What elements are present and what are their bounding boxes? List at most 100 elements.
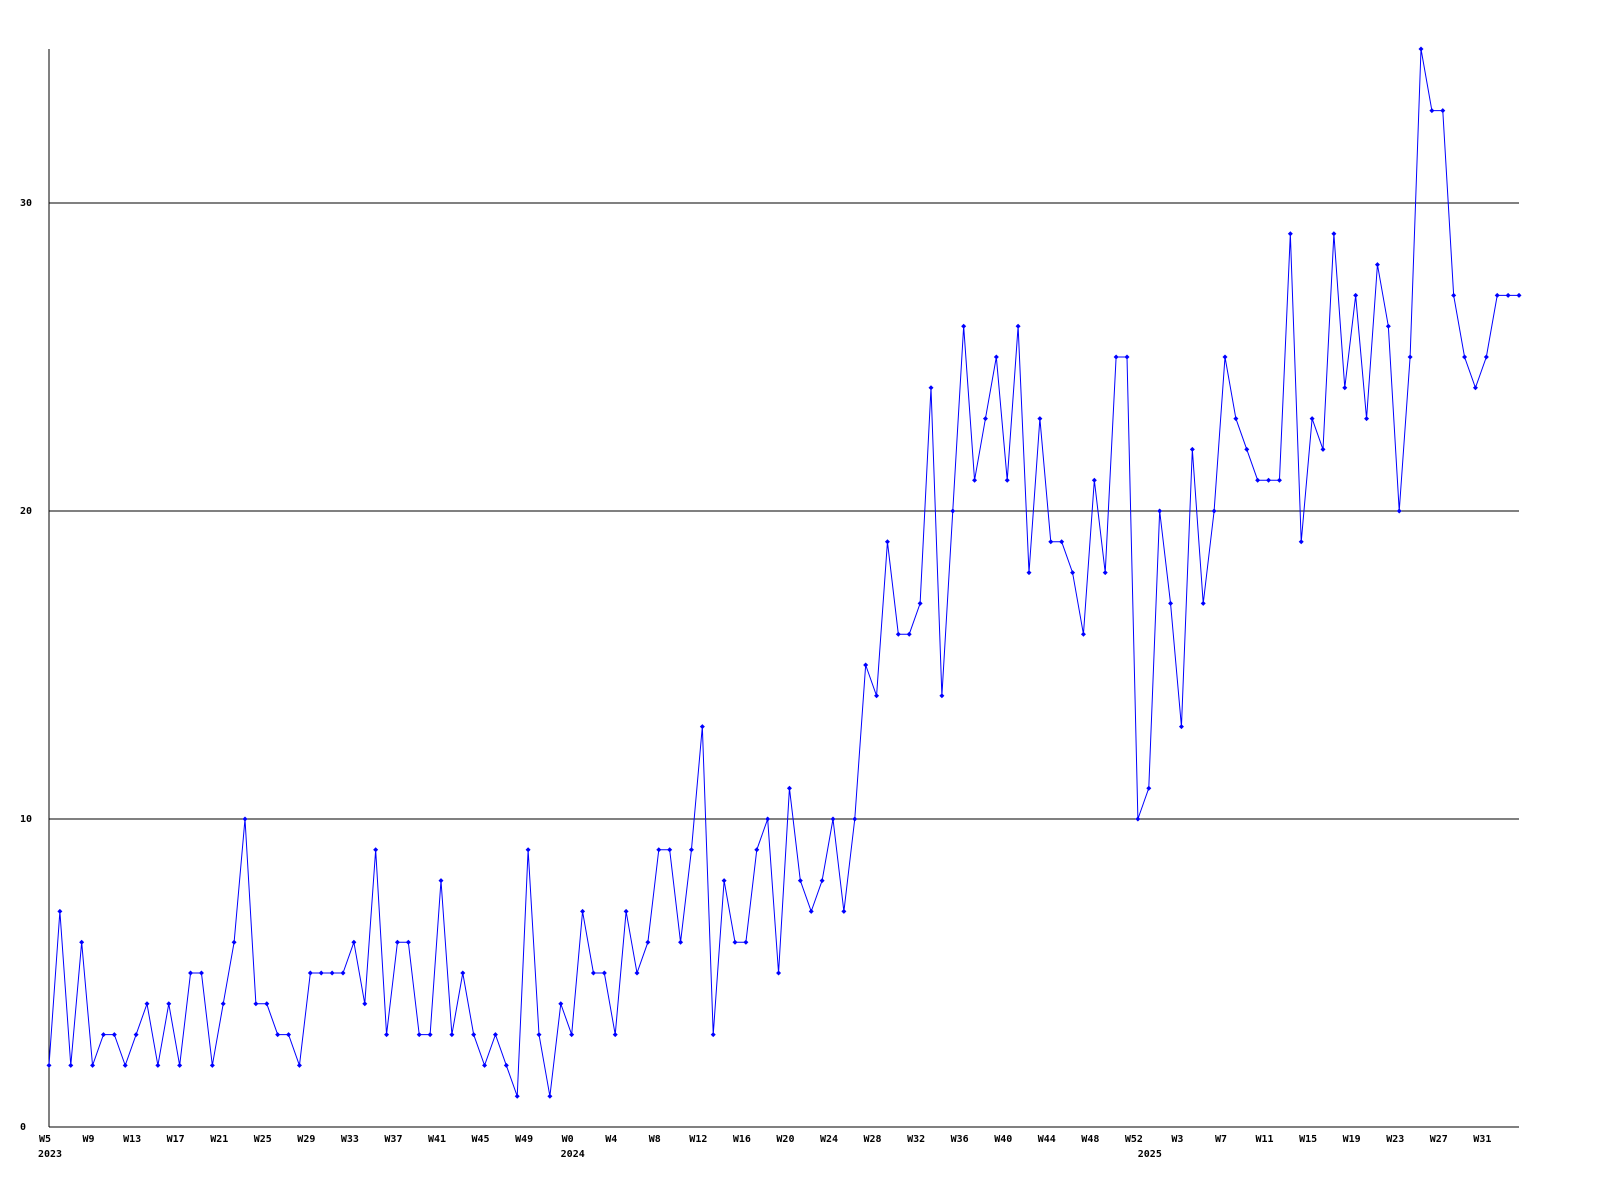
data-point <box>253 1001 259 1007</box>
data-point <box>1037 416 1043 422</box>
data-point <box>580 908 586 914</box>
data-point <box>819 878 825 884</box>
data-point <box>906 631 912 637</box>
data-point <box>111 1032 117 1038</box>
data-point <box>1494 292 1500 298</box>
x-tick-label: W12 <box>689 1134 707 1145</box>
x-tick-label: W0 <box>562 1134 574 1145</box>
data-point <box>623 908 629 914</box>
data-point <box>830 816 836 822</box>
data-point <box>1244 446 1250 452</box>
data-point <box>1178 724 1184 730</box>
data-point <box>1059 539 1065 545</box>
x-tick-label: W8 <box>649 1134 661 1145</box>
x-year-label: 2024 <box>561 1149 585 1160</box>
data-point <box>525 847 531 853</box>
data-point <box>536 1032 542 1038</box>
data-point <box>808 908 814 914</box>
data-point <box>166 1001 172 1007</box>
data-point <box>982 416 988 422</box>
data-point <box>1168 600 1174 606</box>
data-point <box>242 816 248 822</box>
data-point <box>1385 323 1391 329</box>
data-point <box>1374 262 1380 268</box>
x-tick-label: W4 <box>605 1134 617 1145</box>
data-point <box>471 1032 477 1038</box>
data-point <box>307 970 313 976</box>
data-point <box>1004 477 1010 483</box>
data-point <box>1364 416 1370 422</box>
x-tick-label: W28 <box>864 1134 882 1145</box>
data-point <box>1276 477 1282 483</box>
data-point <box>884 539 890 545</box>
data-point <box>1396 508 1402 514</box>
data-point <box>1342 385 1348 391</box>
x-tick-label: W21 <box>210 1134 228 1145</box>
data-point <box>1026 570 1032 576</box>
data-point <box>972 477 978 483</box>
x-tick-label: W23 <box>1386 1134 1404 1145</box>
x-tick-label: W13 <box>123 1134 141 1145</box>
data-point <box>895 631 901 637</box>
x-tick-label: W33 <box>341 1134 359 1145</box>
data-point <box>1516 292 1522 298</box>
data-point <box>492 1032 498 1038</box>
data-point <box>144 1001 150 1007</box>
data-point <box>514 1093 520 1099</box>
data-point <box>405 939 411 945</box>
y-tick-label: 30 <box>20 198 32 209</box>
x-tick-label: W44 <box>1038 1134 1056 1145</box>
data-point <box>1211 508 1217 514</box>
data-point <box>776 970 782 976</box>
data-point <box>547 1093 553 1099</box>
data-point <box>1222 354 1228 360</box>
data-point <box>1189 446 1195 452</box>
data-point <box>122 1062 128 1068</box>
data-point <box>1015 323 1021 329</box>
data-point <box>688 847 694 853</box>
x-tick-label: W31 <box>1473 1134 1491 1145</box>
data-point <box>1080 631 1086 637</box>
data-point <box>1146 785 1152 791</box>
x-tick-label: W16 <box>733 1134 751 1145</box>
x-tick-label: W17 <box>167 1134 185 1145</box>
data-point <box>394 939 400 945</box>
data-point <box>852 816 858 822</box>
data-point <box>329 970 335 976</box>
x-tick-label: W19 <box>1343 1134 1361 1145</box>
data-point <box>1102 570 1108 576</box>
x-tick-label: W15 <box>1299 1134 1317 1145</box>
data-point <box>57 908 63 914</box>
data-point <box>264 1001 270 1007</box>
data-point <box>950 508 956 514</box>
data-point <box>1440 108 1446 114</box>
data-point <box>416 1032 422 1038</box>
data-point <box>841 908 847 914</box>
data-point <box>351 939 357 945</box>
data-point <box>1462 354 1468 360</box>
data-point <box>209 1062 215 1068</box>
data-point <box>569 1032 575 1038</box>
data-point <box>634 970 640 976</box>
x-tick-label: W3 <box>1171 1134 1183 1145</box>
x-tick-label: W24 <box>820 1134 838 1145</box>
data-point <box>743 939 749 945</box>
data-point <box>1233 416 1239 422</box>
data-point <box>732 939 738 945</box>
data-line <box>48 48 1519 1097</box>
y-tick-label: 10 <box>20 814 32 825</box>
x-tick-label: W40 <box>994 1134 1012 1145</box>
data-point <box>961 323 967 329</box>
data-point <box>917 600 923 606</box>
data-point <box>296 1062 302 1068</box>
data-point <box>710 1032 716 1038</box>
data-point <box>1287 231 1293 237</box>
data-point <box>90 1062 96 1068</box>
data-point <box>188 970 194 976</box>
data-point <box>678 939 684 945</box>
x-tick-label: W45 <box>472 1134 490 1145</box>
data-point <box>1200 600 1206 606</box>
data-point <box>1124 354 1130 360</box>
data-point <box>133 1032 139 1038</box>
